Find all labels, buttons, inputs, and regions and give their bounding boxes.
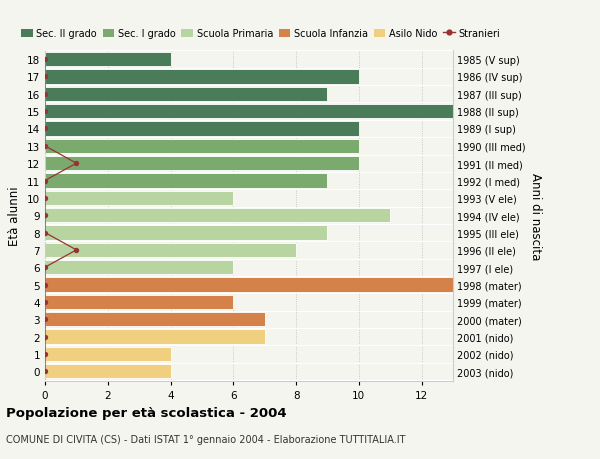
Bar <box>45 88 328 102</box>
Bar <box>45 364 170 379</box>
Point <box>40 108 50 116</box>
Point <box>40 178 50 185</box>
Y-axis label: Anni di nascita: Anni di nascita <box>529 172 542 259</box>
Point <box>40 143 50 150</box>
Point <box>40 195 50 202</box>
Bar <box>45 70 359 84</box>
Point <box>71 246 81 254</box>
Point <box>40 264 50 271</box>
Bar <box>45 157 359 171</box>
Bar <box>45 174 328 188</box>
Bar <box>45 295 233 309</box>
Text: Popolazione per età scolastica - 2004: Popolazione per età scolastica - 2004 <box>6 406 287 419</box>
Y-axis label: Età alunni: Età alunni <box>8 186 22 246</box>
Bar <box>45 140 359 154</box>
Point <box>40 333 50 341</box>
Legend: Sec. II grado, Sec. I grado, Scuola Primaria, Scuola Infanzia, Asilo Nido, Stran: Sec. II grado, Sec. I grado, Scuola Prim… <box>22 29 500 39</box>
Bar <box>45 122 359 136</box>
Point <box>40 212 50 219</box>
Bar <box>45 243 296 257</box>
Point <box>40 351 50 358</box>
Bar <box>45 261 233 275</box>
Point <box>40 368 50 375</box>
Bar <box>45 209 390 223</box>
Point <box>71 160 81 168</box>
Bar <box>45 313 265 327</box>
Bar <box>45 330 265 344</box>
Point <box>40 316 50 323</box>
Point <box>40 56 50 64</box>
Point <box>40 73 50 81</box>
Text: COMUNE DI CIVITA (CS) - Dati ISTAT 1° gennaio 2004 - Elaborazione TUTTITALIA.IT: COMUNE DI CIVITA (CS) - Dati ISTAT 1° ge… <box>6 434 406 444</box>
Point <box>40 281 50 289</box>
Bar <box>45 278 453 292</box>
Bar <box>45 347 170 361</box>
Point <box>40 91 50 98</box>
Bar <box>45 53 170 67</box>
Point <box>40 126 50 133</box>
Bar <box>45 226 328 240</box>
Point <box>40 298 50 306</box>
Bar <box>45 191 233 206</box>
Bar <box>45 105 453 119</box>
Point <box>40 230 50 237</box>
